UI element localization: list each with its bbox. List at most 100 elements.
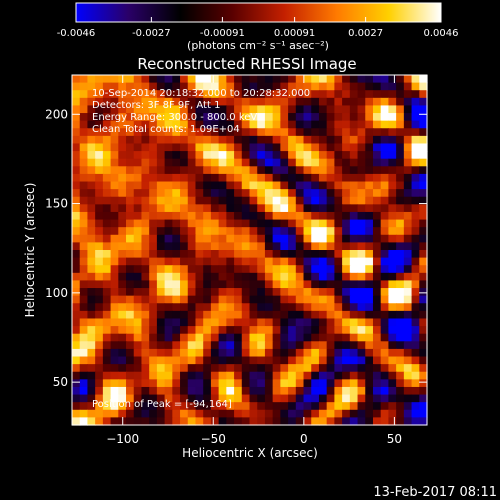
heatmap-cell bbox=[72, 97, 81, 107]
heatmap-cell bbox=[318, 135, 328, 145]
heatmap-cell bbox=[280, 417, 289, 426]
heatmap-cell bbox=[372, 211, 382, 221]
heatmap-cell bbox=[180, 257, 189, 266]
heatmap-cell bbox=[87, 219, 96, 228]
x-tick-label: −100 bbox=[106, 432, 139, 446]
heatmap-cell bbox=[380, 166, 390, 175]
heatmap-cell bbox=[110, 189, 119, 198]
heatmap-cell bbox=[226, 280, 235, 289]
heatmap-cell bbox=[210, 128, 220, 137]
heatmap-cell bbox=[156, 227, 166, 236]
heatmap-cell bbox=[241, 105, 251, 114]
heatmap-cell bbox=[326, 75, 335, 84]
heatmap-cell bbox=[164, 272, 173, 282]
heatmap-cell bbox=[334, 242, 343, 251]
heatmap-cell bbox=[288, 348, 297, 358]
heatmap-cell bbox=[288, 143, 297, 152]
heatmap-cell bbox=[203, 348, 212, 358]
heatmap-cell bbox=[396, 166, 405, 175]
heatmap-cell bbox=[295, 166, 305, 175]
heatmap-cell bbox=[102, 310, 112, 320]
heatmap-cell bbox=[249, 151, 258, 160]
heatmap-cell bbox=[257, 143, 266, 152]
heatmap-cell bbox=[172, 250, 181, 259]
heatmap-cell bbox=[126, 417, 135, 426]
heatmap-cell bbox=[365, 75, 374, 84]
heatmap-cell bbox=[357, 196, 366, 205]
heatmap-cell bbox=[234, 82, 243, 91]
heatmap-cell bbox=[342, 75, 351, 84]
heatmap-cell bbox=[257, 211, 266, 221]
heatmap-cell bbox=[187, 371, 197, 380]
heatmap-cell bbox=[419, 166, 428, 175]
heatmap-cell bbox=[264, 135, 274, 145]
heatmap-cell bbox=[357, 379, 366, 388]
heatmap-cell bbox=[349, 173, 359, 183]
heatmap-cell bbox=[156, 158, 166, 167]
heatmap-cell bbox=[357, 120, 366, 129]
heatmap-cell bbox=[180, 295, 189, 304]
heatmap-cell bbox=[249, 75, 258, 84]
heatmap-cell bbox=[95, 219, 104, 228]
heatmap-cell bbox=[257, 348, 266, 358]
heatmap-cell bbox=[342, 379, 351, 388]
heatmap-cell bbox=[403, 356, 413, 365]
heatmap-cell bbox=[141, 310, 150, 320]
heatmap-cell bbox=[203, 364, 212, 373]
heatmap-cell bbox=[218, 250, 227, 259]
heatmap-cell bbox=[396, 128, 405, 137]
heatmap-cell bbox=[342, 211, 351, 221]
heatmap-cell bbox=[249, 280, 258, 289]
heatmap-cell bbox=[210, 379, 220, 388]
heatmap-cell bbox=[149, 280, 158, 289]
heatmap-cell bbox=[156, 409, 166, 418]
heatmap-cell bbox=[334, 189, 343, 198]
heatmap-cell bbox=[72, 310, 81, 320]
heatmap-cell bbox=[419, 120, 428, 129]
heatmap-cell bbox=[141, 272, 150, 282]
y-tick-label: 200 bbox=[45, 107, 68, 121]
y-tick-label: 100 bbox=[45, 286, 68, 300]
heatmap-cell bbox=[149, 211, 158, 221]
heatmap-cell bbox=[187, 250, 197, 259]
heatmap-cell bbox=[210, 189, 220, 198]
heatmap-cell bbox=[318, 250, 328, 259]
heatmap-cell bbox=[210, 318, 220, 327]
heatmap-cell bbox=[295, 341, 305, 350]
heatmap-cell bbox=[110, 242, 119, 251]
heatmap-cell bbox=[365, 272, 374, 282]
heatmap-cell bbox=[303, 227, 312, 236]
heatmap-cell bbox=[380, 135, 390, 145]
heatmap-cell bbox=[95, 227, 104, 236]
heatmap-cell bbox=[357, 303, 366, 312]
heatmap-cell bbox=[411, 303, 420, 312]
heatmap-cell bbox=[272, 386, 281, 396]
heatmap-cell bbox=[303, 409, 312, 418]
heatmap-cell bbox=[380, 394, 390, 403]
heatmap-cell bbox=[102, 348, 112, 358]
heatmap-cell bbox=[195, 135, 204, 145]
heatmap-cell bbox=[203, 97, 212, 107]
heatmap-cell bbox=[303, 151, 312, 160]
heatmap-cell bbox=[95, 181, 104, 190]
heatmap-cell bbox=[334, 417, 343, 426]
heatmap-cell bbox=[87, 196, 96, 205]
heatmap-cell bbox=[79, 234, 89, 243]
heatmap-cell bbox=[187, 265, 197, 274]
heatmap-cell bbox=[372, 173, 382, 183]
heatmap-cell bbox=[72, 288, 81, 297]
heatmap-cell bbox=[118, 386, 127, 396]
heatmap-cell bbox=[118, 227, 127, 236]
heatmap-cell bbox=[133, 211, 143, 221]
heatmap-cell bbox=[272, 364, 281, 373]
heatmap-cell bbox=[318, 204, 328, 213]
heatmap-cell bbox=[257, 250, 266, 259]
heatmap-cell bbox=[357, 113, 366, 122]
heatmap-cell bbox=[357, 143, 366, 152]
heatmap-cell bbox=[87, 295, 96, 304]
heatmap-cell bbox=[126, 310, 135, 320]
heatmap-cell bbox=[210, 394, 220, 403]
heatmap-cell bbox=[264, 82, 274, 91]
heatmap-cell bbox=[156, 113, 166, 122]
heatmap-cell bbox=[187, 173, 197, 183]
